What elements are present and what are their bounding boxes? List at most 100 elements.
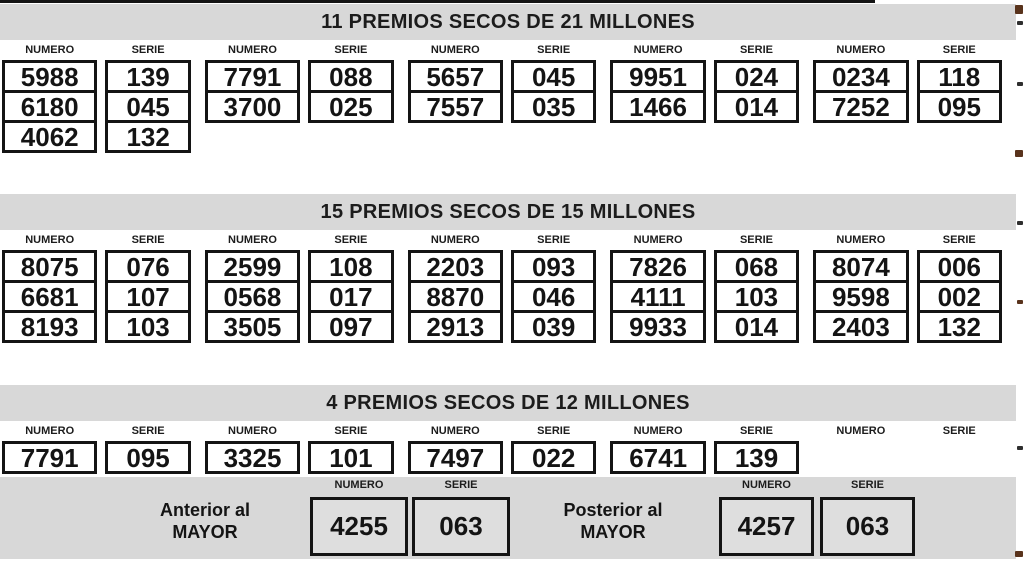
serie-column-header: SERIE bbox=[942, 44, 976, 56]
serie-value-box: 022 bbox=[511, 441, 597, 474]
numero-column-header: NUMERO bbox=[836, 44, 886, 56]
numero-column-header: NUMERO bbox=[742, 479, 791, 491]
serie-value-box: 108 bbox=[308, 250, 394, 283]
numero-value-box: 0234 bbox=[813, 60, 909, 93]
serie-column-header: SERIE bbox=[850, 479, 884, 491]
serie-column-header: SERIE bbox=[739, 44, 773, 56]
numero-value-box: 3325 bbox=[204, 441, 301, 474]
empty-cell bbox=[813, 120, 908, 153]
serie-value-box: 017 bbox=[308, 280, 394, 313]
numero-value-box: 6180 bbox=[2, 90, 98, 123]
serie-value-box: 024 bbox=[713, 60, 800, 93]
numero-value-box: 3700 bbox=[204, 90, 301, 123]
prize-row: 6681 107 0568 017 8870 046 4111 103 9598 002 bbox=[2, 280, 1016, 313]
serie-value-box: 132 bbox=[916, 310, 1002, 343]
serie-value-box: 014 bbox=[713, 310, 800, 343]
prize-row: 8075 076 2599 108 2203 093 7826 068 8074 006 bbox=[2, 250, 1016, 283]
prize-rows: 5988 139 7791 088 5657 045 9951 024 0234 118 6180 0… bbox=[0, 60, 1016, 153]
serie-value-box: 095 bbox=[916, 90, 1002, 123]
numero-column-header: NUMERO bbox=[430, 234, 480, 246]
column-header-row: NUMERO SERIE NUMERO SERIE NUMERO SERIE NUMERO S… bbox=[0, 42, 1016, 58]
serie-column-header: SERIE bbox=[739, 234, 773, 246]
serie-value-box: 014 bbox=[713, 90, 800, 123]
serie-column-header: SERIE bbox=[942, 234, 976, 246]
numero-column-header: NUMERO bbox=[228, 234, 277, 246]
serie-column-header: SERIE bbox=[739, 425, 773, 437]
serie-value-box: 095 bbox=[105, 441, 191, 474]
numero-value-box: 8193 bbox=[2, 310, 98, 343]
numero-value-box: 7791 bbox=[2, 441, 98, 474]
numero-value-box: 7252 bbox=[813, 90, 909, 123]
empty-cell bbox=[308, 120, 393, 153]
anterior-serie-box: 063 bbox=[412, 497, 510, 556]
empty-cell bbox=[917, 441, 1002, 474]
top-border-line bbox=[0, 0, 875, 3]
serie-value-box: 088 bbox=[308, 60, 394, 93]
numero-value-box: 7826 bbox=[610, 250, 706, 283]
serie-value-box: 139 bbox=[713, 441, 800, 474]
serie-value-box: 045 bbox=[510, 60, 597, 93]
numero-value-box: 7497 bbox=[407, 441, 503, 474]
numero-value-box: 4062 bbox=[2, 120, 98, 153]
numero-column-header: NUMERO bbox=[25, 44, 75, 56]
serie-value-box: 103 bbox=[713, 280, 800, 313]
scan-artifact bbox=[1015, 5, 1023, 14]
serie-value-box: 101 bbox=[308, 441, 394, 474]
empty-cell bbox=[511, 120, 596, 153]
empty-cell bbox=[813, 441, 908, 474]
serie-column-header: SERIE bbox=[131, 425, 165, 437]
numero-value-box: 0568 bbox=[204, 280, 301, 313]
posterior-numero-box: 4257 bbox=[719, 497, 814, 556]
column-header-row: NUMERO SERIE NUMERO SERIE NUMERO SERIE NUMERO S… bbox=[0, 423, 1016, 439]
numero-column-header: NUMERO bbox=[836, 425, 886, 437]
scan-artifact bbox=[1015, 551, 1023, 557]
empty-cell bbox=[610, 120, 705, 153]
serie-value-box: 118 bbox=[916, 60, 1002, 93]
serie-value-box: 132 bbox=[105, 120, 191, 153]
numero-value-box: 9933 bbox=[610, 310, 706, 343]
numero-value-box: 9951 bbox=[610, 60, 706, 93]
prize-row: 7791 095 3325 101 7497 022 6741 139 bbox=[2, 441, 1016, 474]
serie-value-box: 093 bbox=[510, 250, 597, 283]
numero-value-box: 9598 bbox=[813, 280, 909, 313]
numero-column-header: NUMERO bbox=[633, 425, 683, 437]
prize-row: 4062 132 bbox=[2, 120, 1016, 153]
numero-value-box: 1466 bbox=[610, 90, 706, 123]
numero-column-header: NUMERO bbox=[228, 425, 277, 437]
anterior-al-mayor-label: Anterior al MAYOR bbox=[100, 499, 310, 543]
numero-column-header: NUMERO bbox=[836, 234, 886, 246]
serie-value-box: 035 bbox=[510, 90, 597, 123]
serie-value-box: 046 bbox=[510, 280, 597, 313]
numero-column-header: NUMERO bbox=[25, 425, 75, 437]
results-content: 11 PREMIOS SECOS DE 21 MILLONES NUMERO SE… bbox=[0, 3, 1016, 559]
scan-artifact bbox=[1017, 21, 1023, 25]
serie-value-box: 103 bbox=[105, 310, 191, 343]
scan-artifact bbox=[1017, 221, 1023, 225]
serie-column-header: SERIE bbox=[334, 425, 368, 437]
serie-value-box: 045 bbox=[105, 90, 191, 123]
prize-rows: 8075 076 2599 108 2203 093 7826 068 8074 006 6681 1… bbox=[0, 250, 1016, 343]
section-title: 15 PREMIOS SECOS DE 15 MILLONES bbox=[0, 194, 1016, 230]
anterior-label-line2: MAYOR bbox=[172, 522, 238, 542]
serie-value-box: 076 bbox=[105, 250, 191, 283]
section-title: 11 PREMIOS SECOS DE 21 MILLONES bbox=[0, 4, 1016, 40]
numero-value-box: 5988 bbox=[2, 60, 98, 93]
serie-column-header: SERIE bbox=[334, 44, 368, 56]
serie-value-box: 097 bbox=[308, 310, 394, 343]
numero-value-box: 2913 bbox=[407, 310, 503, 343]
serie-column-header: SERIE bbox=[131, 234, 165, 246]
numero-column-header: NUMERO bbox=[228, 44, 277, 56]
serie-column-header: SERIE bbox=[334, 234, 368, 246]
empty-cell bbox=[205, 120, 300, 153]
serie-column-header: SERIE bbox=[537, 44, 571, 56]
numero-value-box: 4111 bbox=[610, 280, 706, 313]
numero-value-box: 2403 bbox=[813, 310, 909, 343]
posterior-label-line2: MAYOR bbox=[580, 522, 646, 542]
empty-cell bbox=[408, 120, 503, 153]
numero-value-box: 6681 bbox=[2, 280, 98, 313]
prize-row: 8193 103 3505 097 2913 039 9933 014 2403 132 bbox=[2, 310, 1016, 343]
numero-value-box: 8074 bbox=[813, 250, 909, 283]
serie-value-box: 068 bbox=[713, 250, 800, 283]
prize-row: 6180 045 3700 025 7557 035 1466 014 7252 095 bbox=[2, 90, 1016, 123]
numero-value-box: 6741 bbox=[610, 441, 706, 474]
